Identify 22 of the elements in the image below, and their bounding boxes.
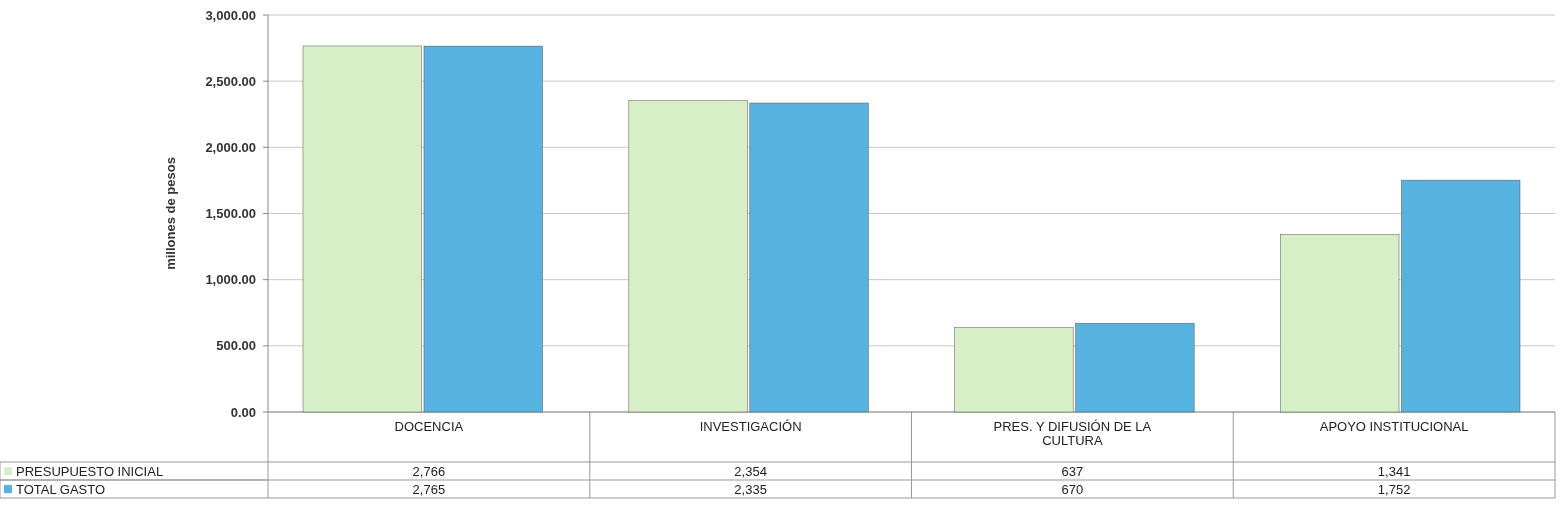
y-tick-label: 1,000.00 bbox=[205, 272, 256, 288]
y-axis-title: millones de pesos bbox=[163, 157, 178, 270]
y-tick-label: 2,000.00 bbox=[205, 139, 256, 155]
y-tick-label: 3,000.00 bbox=[205, 7, 256, 23]
data-label: 2,335 bbox=[734, 481, 767, 497]
x-tick-label: INVESTIGACIÓN bbox=[699, 418, 802, 434]
y-tick-label: 1,500.00 bbox=[205, 206, 256, 222]
x-tick-label: APOYO INSTITUCIONAL bbox=[1319, 418, 1469, 434]
data-label: 1,341 bbox=[1377, 463, 1411, 479]
data-label: 1,752 bbox=[1377, 481, 1411, 497]
y-tick-label: 500.00 bbox=[216, 338, 256, 354]
x-tick-label: DOCENCIA bbox=[394, 418, 464, 434]
y-tick-label: 2,500.00 bbox=[205, 73, 256, 89]
x-tick-label: PRES. Y DIFUSIÓN DE LA CULTURA bbox=[993, 418, 1152, 448]
data-label: 2,766 bbox=[412, 463, 446, 479]
data-label: 2,765 bbox=[412, 481, 446, 497]
data-label: 670 bbox=[1061, 481, 1084, 497]
y-tick-label: 0.00 bbox=[230, 404, 256, 420]
legend-label: PRESUPUESTO INICIAL bbox=[16, 463, 164, 479]
data-label: 2,354 bbox=[734, 463, 767, 479]
data-label: 637 bbox=[1061, 463, 1084, 479]
legend-label: TOTAL GASTO bbox=[16, 481, 106, 497]
